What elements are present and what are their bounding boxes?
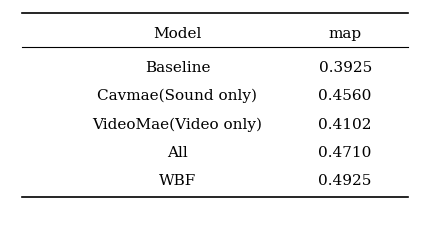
Text: 0.3925: 0.3925: [319, 61, 372, 75]
Text: 0.4102: 0.4102: [319, 117, 372, 132]
Text: map: map: [329, 27, 362, 41]
Text: WBF: WBF: [159, 174, 196, 188]
Text: Cavmae(Sound only): Cavmae(Sound only): [97, 89, 257, 103]
Text: 0.4560: 0.4560: [319, 89, 372, 103]
Text: Model: Model: [153, 27, 202, 41]
Text: Baseline: Baseline: [145, 61, 210, 75]
Text: 0.4710: 0.4710: [319, 146, 372, 160]
Text: VideoMae(Video only): VideoMae(Video only): [92, 117, 262, 132]
Text: 0.4925: 0.4925: [319, 174, 372, 188]
Text: All: All: [167, 146, 188, 160]
